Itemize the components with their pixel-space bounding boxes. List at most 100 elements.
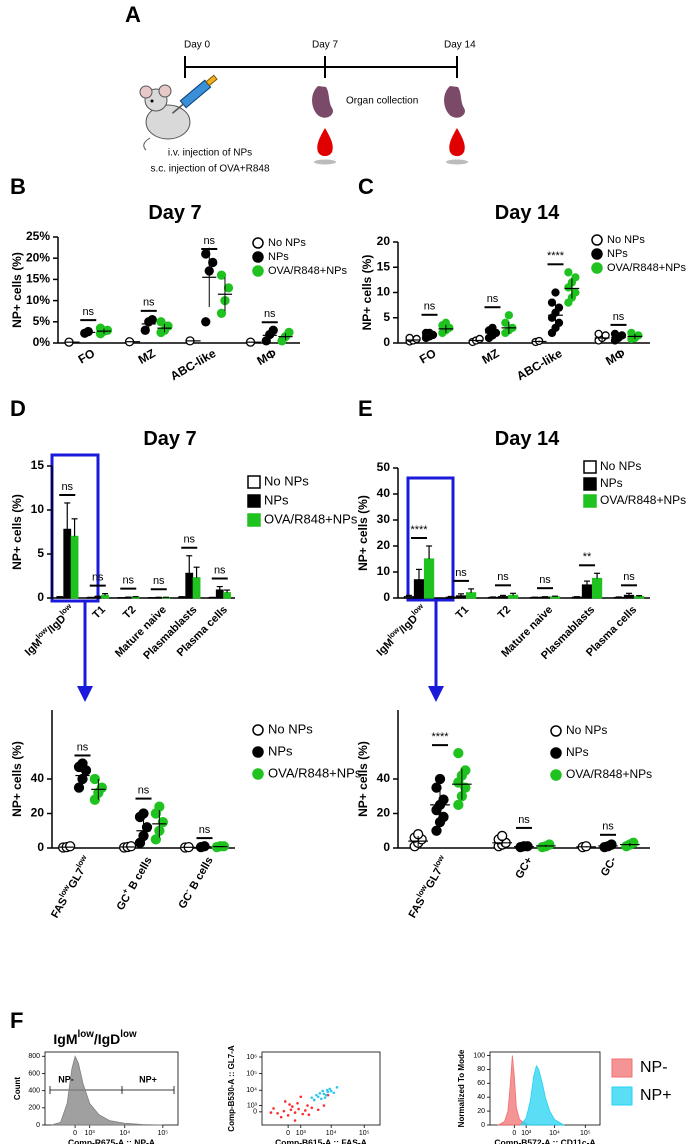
arrow-head xyxy=(428,686,444,702)
y-tick-label: 0 xyxy=(253,1109,257,1116)
y-tick-label: 200 xyxy=(28,1105,40,1112)
x-tick-label: 10⁴ xyxy=(119,1130,130,1137)
legend-marker xyxy=(252,724,264,736)
significance-label: ns xyxy=(539,574,551,586)
legend-label: OVA/R848+NPs xyxy=(607,262,686,274)
data-point xyxy=(323,1096,327,1099)
legend-marker xyxy=(611,1058,633,1078)
legend-label: No NPs xyxy=(600,459,641,473)
legend-label: No NPs xyxy=(268,721,313,736)
legend-label: NPs xyxy=(268,251,289,263)
bar xyxy=(633,596,645,599)
bar xyxy=(423,558,435,599)
significance-label: ns xyxy=(138,785,150,797)
y-tick-label: 0 xyxy=(383,840,390,854)
bar xyxy=(507,594,519,599)
highlight-box xyxy=(406,476,455,602)
data-point xyxy=(315,1093,318,1097)
y-tick-label: 10% xyxy=(26,293,50,307)
bar xyxy=(455,595,467,599)
data-point xyxy=(627,328,636,338)
significance-label: ns xyxy=(518,814,530,826)
x-tick-label: 10⁵ xyxy=(359,1130,370,1137)
injection-label: i.v. injection of NPs xyxy=(168,148,252,159)
bar xyxy=(403,596,415,599)
bar xyxy=(539,596,551,599)
y-tick-label: 10³ xyxy=(247,1102,258,1109)
y-tick-label: 5 xyxy=(37,546,44,560)
legend-label: No NPs xyxy=(268,237,306,249)
data-point xyxy=(544,839,555,850)
legend-marker xyxy=(611,1086,633,1106)
bar xyxy=(549,596,561,599)
data-point xyxy=(571,288,580,297)
bar xyxy=(70,535,79,599)
significance-label: **** xyxy=(547,250,565,262)
data-point xyxy=(293,1119,297,1122)
data-point xyxy=(89,773,101,785)
data-point xyxy=(272,1107,275,1110)
bar xyxy=(465,592,477,599)
y-tick-label: 5% xyxy=(33,314,51,328)
data-point xyxy=(223,283,234,293)
y-tick-label: 20 xyxy=(477,1108,485,1115)
legend-label: OVA/R848+NPs xyxy=(566,767,652,781)
significance-label: ns xyxy=(122,575,134,587)
data-point xyxy=(301,1112,305,1116)
data-point xyxy=(325,1088,329,1092)
significance-label: ns xyxy=(82,306,94,318)
legend-marker xyxy=(583,460,597,474)
significance-label: ns xyxy=(487,293,499,305)
legend-label: NPs xyxy=(607,248,628,260)
data-point xyxy=(321,1089,324,1093)
legend-label: NPs xyxy=(268,743,293,758)
bar xyxy=(497,596,509,599)
data-point xyxy=(320,1097,323,1101)
legend-label: NPs xyxy=(600,476,623,490)
x-axis-label: Comp-R675-A :: NP-A xyxy=(68,1137,155,1144)
blood-drop-icon xyxy=(317,128,333,157)
data-point xyxy=(316,1108,320,1112)
data-point xyxy=(216,270,227,280)
data-point xyxy=(504,311,514,320)
spleen-icon xyxy=(444,86,465,118)
data-point xyxy=(288,1103,291,1106)
x-tick-label: 10⁴ xyxy=(326,1130,337,1137)
legend-label: OVA/R848+NPs xyxy=(264,511,358,526)
y-axis-label: NP+ cells (%) xyxy=(360,255,374,331)
y-tick-label: 0 xyxy=(36,1122,40,1129)
data-point xyxy=(316,1095,320,1099)
y-tick-label: 80 xyxy=(477,1066,485,1073)
data-point xyxy=(554,318,564,327)
chart-title: IgMlow/IgDlow xyxy=(53,1029,137,1047)
data-point xyxy=(594,329,603,339)
data-point xyxy=(147,315,157,325)
bar xyxy=(93,596,102,599)
data-point xyxy=(438,794,449,805)
data-point xyxy=(297,1107,300,1111)
y-axis-label: Count xyxy=(13,1077,22,1100)
data-point xyxy=(268,325,278,335)
data-point xyxy=(140,325,150,335)
y-tick-label: 20 xyxy=(377,234,391,248)
legend-marker xyxy=(591,234,603,246)
data-point xyxy=(610,329,620,339)
bar xyxy=(215,589,224,599)
data-point xyxy=(141,822,153,833)
data-point xyxy=(453,747,464,759)
y-tick-label: 20 xyxy=(377,538,391,552)
y-axis-label: NP+ cells (%) xyxy=(10,252,24,328)
data-point xyxy=(312,1098,316,1102)
data-point xyxy=(279,1115,283,1119)
timeline-label: Day 7 xyxy=(312,40,339,51)
y-tick-label: 0 xyxy=(383,590,390,604)
y-tick-label: 10 xyxy=(377,564,391,578)
y-tick-label: 0% xyxy=(33,335,51,349)
data-point xyxy=(138,808,149,819)
y-tick-label: 400 xyxy=(28,1087,40,1094)
event-label: Organ collection xyxy=(346,96,418,107)
chart-title: Day 14 xyxy=(495,428,560,450)
significance-label: ns xyxy=(613,311,625,323)
